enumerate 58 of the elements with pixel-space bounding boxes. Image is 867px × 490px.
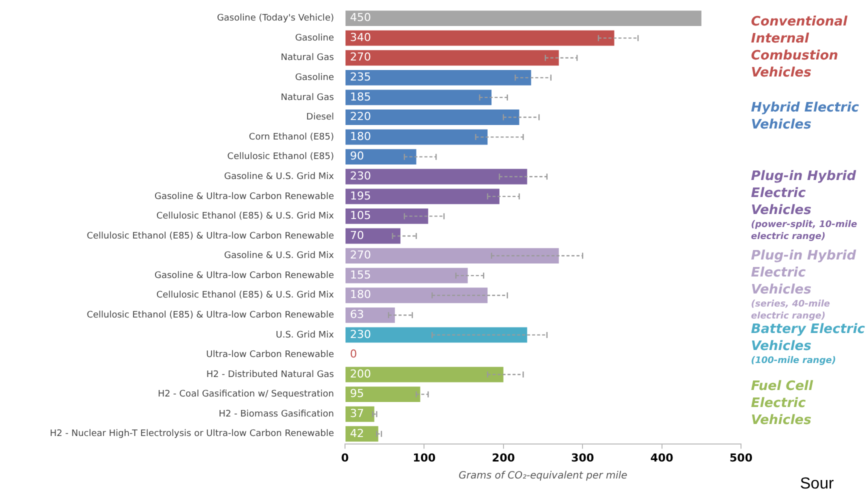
data-label: 42	[350, 426, 364, 440]
y-tick-label: Cellulosic Ethanol (E85) & Ultra-low Carbon Renewable	[86, 310, 334, 321]
data-label: 270	[350, 50, 371, 64]
y-tick-label: Gasoline & U.S. Grid Mix	[224, 251, 335, 262]
y-tick-label: Gasoline & U.S. Grid Mix	[224, 172, 335, 182]
data-label: 70	[350, 228, 364, 242]
y-tick-label: H2 - Distributed Natural Gas	[206, 370, 334, 380]
y-tick-label: Gasoline	[295, 73, 334, 84]
data-label: 340	[350, 30, 371, 44]
data-label: 155	[350, 268, 371, 282]
x-tick-label: 300	[571, 451, 594, 464]
data-label: 95	[350, 387, 364, 400]
text: Hybrid Electric Vehicles	[751, 100, 860, 133]
x-tick-label: 200	[492, 451, 516, 464]
data-label: 90	[350, 150, 364, 163]
y-tick-label: Gasoline	[295, 33, 334, 44]
text: Battery Electric Vehicles (100-mile range)	[751, 322, 866, 366]
data-label: 105	[350, 209, 371, 222]
text: Plug-in Hybrid Electric Vehicles (series, 40-mile electric range)	[751, 248, 857, 322]
text: Plug-in Hybrid Electric Vehicles (power-split, 10-mile electric range)	[751, 169, 858, 242]
y-tick-label: H2 - Biomass Gasification	[218, 409, 334, 420]
data-label: 63	[350, 308, 364, 322]
text: Sour	[800, 475, 834, 490]
data-label: 195	[350, 189, 371, 202]
data-label: 200	[350, 367, 371, 380]
data-label: 220	[350, 110, 371, 124]
data-label: 180	[350, 288, 371, 302]
y-tick-label: Diesel	[306, 112, 334, 123]
data-label: 230	[350, 169, 371, 182]
y-tick-label: U.S. Grid Mix	[276, 330, 335, 340]
data-label: 0	[350, 348, 357, 361]
data-label: 270	[350, 248, 371, 262]
x-axis-title: Grams of CO₂-equivalent per mile	[458, 470, 628, 482]
y-tick-label: Cellulosic Ethanol (E85) & U.S. Grid Mix	[156, 212, 335, 222]
data-label: 180	[350, 130, 371, 143]
text: Fuel Cell Electric Vehicles	[751, 379, 814, 428]
data-label: 37	[350, 406, 364, 420]
y-tick-label: H2 - Nuclear High-T Electrolysis or Ultra-low Carbon Renewable	[50, 429, 334, 440]
x-tick-label: 100	[412, 451, 436, 464]
y-tick-label: Cellulosic Ethanol (E85) & U.S. Grid Mix	[156, 290, 335, 301]
y-tick-label: Ultra-low Carbon Renewable	[206, 350, 334, 360]
text: Conventional Internal Combustion Vehicles	[751, 14, 848, 80]
data-label: 235	[350, 70, 371, 84]
x-tick-label: 0	[341, 451, 350, 464]
y-tick-label: Gasoline (Today's Vehicle)	[216, 14, 334, 24]
y-tick-label: Natural Gas	[280, 53, 334, 64]
data-label: 230	[350, 328, 371, 341]
data-label: 185	[350, 90, 371, 104]
y-tick-label: Cellulosic Ethanol (E85) & Ultra-low Carbon Renewable	[86, 231, 334, 242]
x-tick-label: 400	[650, 451, 674, 464]
y-tick-label: Cellulosic Ethanol (E85)	[227, 152, 334, 162]
y-tick-label: Gasoline & Ultra-low Carbon Renewable	[154, 270, 334, 281]
y-tick-label: Natural Gas	[280, 92, 334, 103]
x-tick-label: 500	[730, 451, 753, 464]
data-label: 450	[350, 11, 371, 24]
y-tick-label: Corn Ethanol (E85)	[248, 132, 334, 142]
y-tick-label: Gasoline & Ultra-low Carbon Renewable	[154, 192, 334, 202]
y-tick-label: H2 - Coal Gasification w/ Sequestration	[158, 390, 334, 400]
